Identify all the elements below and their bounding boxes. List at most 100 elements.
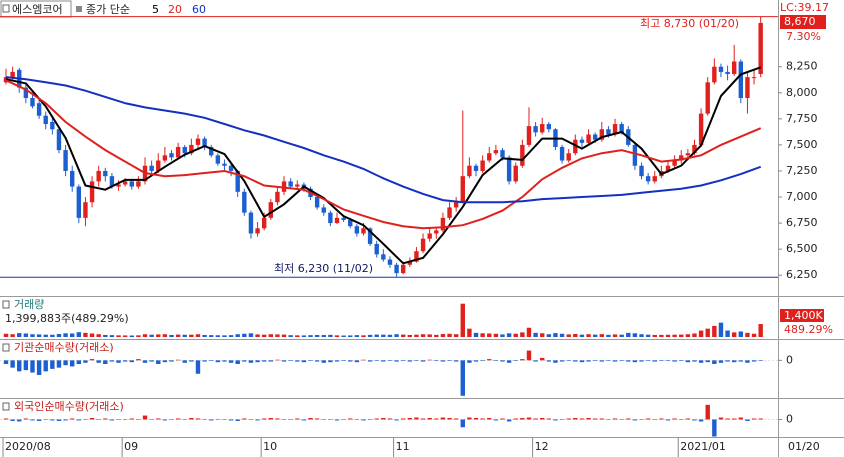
high-annotation: 최고 8,730 (01/20)	[640, 17, 739, 30]
bar	[334, 419, 340, 421]
bar	[467, 417, 472, 420]
bar	[500, 418, 505, 420]
bar	[586, 334, 591, 337]
volume-box	[780, 309, 824, 322]
candle-body	[235, 170, 240, 192]
bar	[487, 359, 492, 361]
volume-ratio: 489.29%	[784, 323, 833, 336]
candle-body	[559, 146, 565, 161]
bar	[612, 418, 618, 420]
bar	[328, 360, 333, 363]
bar	[136, 359, 141, 361]
bar	[427, 359, 432, 361]
candle-body	[394, 264, 399, 274]
bar	[3, 360, 9, 364]
bar	[169, 360, 174, 362]
candle-body	[328, 212, 333, 224]
candle-body	[758, 22, 763, 75]
bar	[341, 360, 346, 361]
bar	[566, 418, 571, 420]
bar	[725, 330, 730, 337]
bar	[473, 332, 479, 337]
bar	[745, 332, 750, 337]
bar	[420, 360, 426, 362]
candle-body	[738, 61, 744, 98]
bar	[169, 418, 174, 420]
bar	[586, 360, 591, 362]
bar	[70, 418, 75, 420]
bar	[175, 334, 181, 337]
candle-body	[381, 254, 386, 260]
candle-body	[586, 134, 591, 143]
candle-body	[189, 144, 194, 154]
current-price-box	[780, 15, 826, 29]
bar	[626, 332, 631, 337]
bar	[401, 360, 406, 361]
bar	[76, 360, 82, 364]
candle-body	[473, 165, 479, 171]
bar	[222, 419, 227, 420]
bar	[17, 419, 22, 422]
candle-body	[645, 176, 651, 182]
candle-body	[202, 138, 207, 147]
bar	[506, 360, 512, 363]
candle-body	[334, 217, 340, 224]
bar	[308, 418, 313, 420]
bar	[506, 419, 512, 422]
bar	[559, 360, 565, 362]
bar	[434, 334, 439, 337]
candle-body	[679, 155, 684, 161]
x-tick-label: 09	[124, 440, 138, 453]
bar	[129, 360, 134, 363]
bar	[122, 419, 128, 420]
bar	[745, 419, 750, 421]
bar	[679, 360, 684, 361]
candle-body	[248, 212, 254, 234]
candle-body	[268, 202, 273, 218]
bar	[606, 418, 611, 420]
candle-body	[195, 138, 201, 145]
candle-body	[751, 77, 757, 79]
bar	[228, 419, 234, 421]
bar	[50, 334, 55, 337]
x-tick-label: 11	[396, 440, 410, 453]
bar	[321, 419, 326, 420]
bar	[248, 333, 254, 337]
bar	[70, 333, 75, 337]
candle-body	[50, 121, 55, 130]
checkbox	[2, 343, 10, 352]
candle-body	[453, 202, 459, 208]
bar	[255, 334, 260, 337]
bar	[705, 328, 710, 337]
candle-body	[209, 146, 214, 156]
bar	[162, 334, 168, 337]
bar	[599, 418, 604, 420]
y-tick-label: 8,250	[786, 60, 818, 73]
candle-body	[513, 165, 518, 182]
y-tick-label: 0	[786, 353, 793, 366]
bar	[30, 419, 35, 421]
bar	[169, 334, 174, 337]
bar	[281, 360, 287, 362]
bar	[354, 419, 360, 420]
candle-body	[43, 115, 48, 125]
candle-body	[76, 186, 82, 218]
checkbox	[2, 300, 10, 309]
candle-body	[70, 170, 75, 187]
candle-body	[348, 219, 353, 227]
bar	[520, 418, 525, 420]
bar	[122, 335, 128, 337]
bar	[202, 334, 207, 337]
bar	[738, 331, 744, 337]
bar	[718, 417, 724, 420]
bar	[473, 360, 479, 362]
bar	[142, 360, 148, 363]
candle-body	[447, 207, 452, 218]
bar	[301, 335, 307, 337]
bar	[659, 334, 664, 337]
bar	[149, 334, 154, 337]
candle-body	[420, 238, 426, 252]
bar	[592, 418, 598, 420]
bar	[281, 419, 287, 420]
bar	[63, 419, 68, 421]
